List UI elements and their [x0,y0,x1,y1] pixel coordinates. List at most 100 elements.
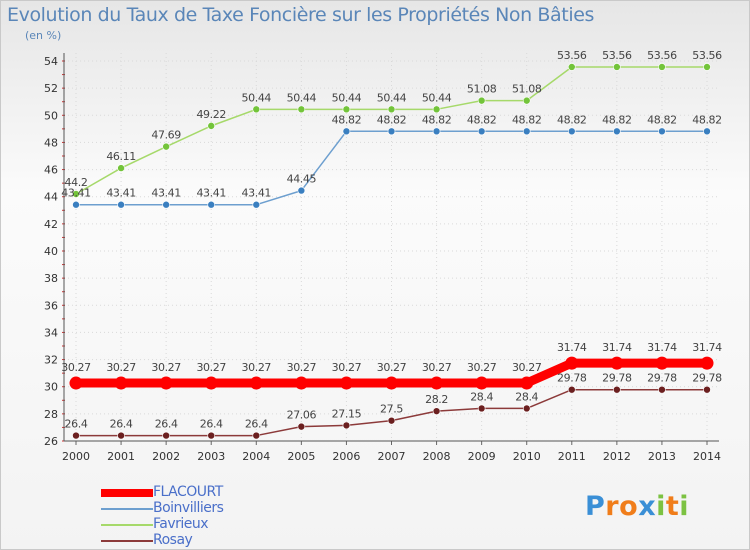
legend-swatch [101,489,153,497]
data-point [207,122,216,130]
y-tick-label: 50 [44,109,58,122]
series-flacourt [69,356,714,390]
data-label: 30.27 [61,361,91,374]
data-point [297,186,306,195]
x-tick-label: 2008 [423,450,451,463]
logo-letter: x [638,491,657,522]
chart-title: Evolution du Taux de Taxe Foncière sur l… [7,4,595,26]
data-label: 30.27 [196,361,226,374]
data-label: 31.74 [557,341,587,354]
y-tick-label: 34 [44,326,58,339]
legend-item: Favrieux [101,516,301,533]
data-label: 50.44 [377,91,407,104]
data-point [522,404,531,413]
x-tick-label: 2006 [332,450,360,463]
data-point [297,422,306,431]
legend-item: Boinvilliers [101,500,301,517]
data-point [342,105,351,114]
data-label: 48.82 [512,113,542,126]
data-label: 29.78 [647,372,677,385]
data-label: 29.78 [557,372,587,385]
data-label: 53.56 [692,49,722,62]
data-point [72,190,80,198]
data-label: 26.4 [155,418,178,431]
logo-letter: i [656,491,666,522]
y-tick-label: 40 [44,245,58,258]
data-label: 50.44 [287,91,317,104]
data-point [252,200,261,209]
data-point [294,376,308,390]
data-label: 51.08 [467,83,497,96]
data-label: 43.41 [106,187,136,200]
data-label: 53.56 [557,49,587,62]
data-label: 30.27 [151,361,181,374]
data-label: 26.4 [110,418,133,431]
data-label: 50.44 [332,91,362,104]
x-tick-label: 2013 [648,450,676,463]
x-tick-label: 2009 [468,450,496,463]
data-point [565,356,579,370]
data-point [114,376,128,390]
data-point [117,431,125,440]
data-label: 30.27 [106,361,136,374]
y-axis-unit-label: (en %) [25,29,62,42]
y-tick-label: 28 [44,408,58,421]
logo-letter: P [585,491,606,522]
data-label: 31.74 [692,341,722,354]
data-point [387,416,396,425]
data-point [117,164,125,172]
legend-swatch [101,540,153,542]
data-point [252,105,261,114]
proxiti-logo: Proxiti [585,491,689,522]
data-label: 27.15 [332,407,362,420]
y-tick-label: 54 [44,55,58,68]
y-tick-label: 38 [44,272,58,285]
y-tick-label: 44 [44,191,58,204]
data-point [432,105,441,114]
data-point [477,96,486,105]
data-point [342,127,351,136]
data-point [613,63,621,71]
data-label: 30.27 [512,361,542,374]
data-point [72,200,80,209]
y-tick-label: 46 [44,164,58,177]
data-point [72,431,80,440]
data-label: 48.82 [377,113,407,126]
data-label: 43.41 [151,187,181,200]
data-label: 53.56 [602,49,632,62]
data-point [700,356,714,370]
data-point [522,127,531,136]
data-point [658,385,666,394]
data-label: 26.4 [65,418,88,431]
data-label: 48.82 [467,113,497,126]
legend-swatch [101,524,153,526]
x-tick-label: 2011 [558,450,586,463]
x-tick-label: 2014 [693,450,721,463]
data-point [613,127,621,136]
x-tick-label: 2005 [287,450,315,463]
data-point [703,385,711,394]
x-tick-label: 2012 [603,450,631,463]
data-label: 48.82 [332,113,362,126]
data-label: 29.78 [692,372,722,385]
legend-item: Rosay [101,532,301,549]
y-tick-label: 36 [44,299,58,312]
data-label: 51.08 [512,83,542,96]
data-label: 48.82 [647,113,677,126]
data-point [432,407,441,415]
data-label: 53.56 [647,49,677,62]
legend-label: FLACOURT [153,484,223,500]
legend-item: FLACOURT [101,484,301,501]
data-label: 30.27 [287,361,317,374]
data-point [658,127,666,136]
data-point [117,200,125,209]
data-point [522,96,531,105]
x-tick-label: 2002 [152,450,180,463]
data-label: 31.74 [647,341,677,354]
data-label: 46.11 [106,150,136,163]
data-label: 28.4 [470,390,493,403]
data-point [613,385,621,394]
data-point [207,200,216,209]
data-point [252,431,261,440]
data-point [703,63,711,71]
